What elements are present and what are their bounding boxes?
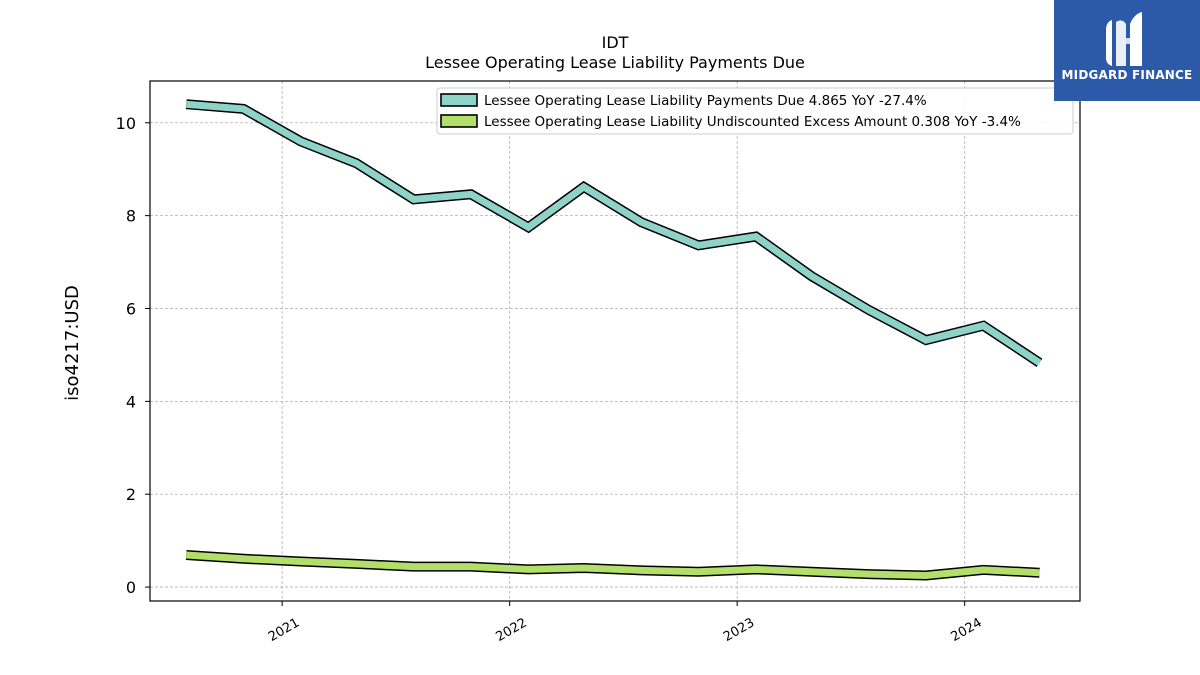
legend-swatch-0	[440, 93, 478, 107]
midgard-logo-icon	[1106, 12, 1142, 66]
legend-label-1: Lessee Operating Lease Liability Undisco…	[484, 114, 1021, 130]
plot-frame	[149, 80, 1081, 602]
legend-label-0: Lessee Operating Lease Liability Payment…	[484, 93, 927, 109]
legend-swatch-1	[440, 114, 478, 128]
x-tick-label: 2021	[266, 615, 302, 645]
y-tick-label: 10	[116, 114, 136, 133]
chart-subtitle: Lessee Operating Lease Liability Payment…	[425, 53, 805, 72]
y-tick-label: 6	[126, 300, 136, 319]
x-axis: 2021 2022 2023 2024	[266, 601, 985, 645]
x-tick-label: 2024	[949, 615, 985, 645]
legend-box	[436, 87, 1074, 135]
y-tick-label: 4	[126, 392, 136, 411]
logo-text: MIDGARD FINANCE	[1061, 68, 1193, 82]
y-axis: 0 2 4 6 8 10	[116, 114, 150, 597]
x-tick-label: 2023	[721, 615, 757, 645]
x-tick-label: 2022	[493, 615, 529, 645]
series-lines	[185, 99, 1043, 581]
series-0-line	[185, 100, 1042, 366]
y-tick-label: 0	[126, 578, 136, 597]
legend: Lessee Operating Lease Liability Payment…	[436, 87, 1074, 135]
midgard-finance-logo: MIDGARD FINANCE	[1054, 0, 1200, 101]
y-tick-label: 8	[126, 207, 136, 226]
chart-title: IDT	[602, 33, 629, 52]
series-1-line	[185, 551, 1040, 580]
y-axis-label: iso4217:USD	[62, 285, 83, 401]
y-tick-label: 2	[126, 485, 136, 504]
